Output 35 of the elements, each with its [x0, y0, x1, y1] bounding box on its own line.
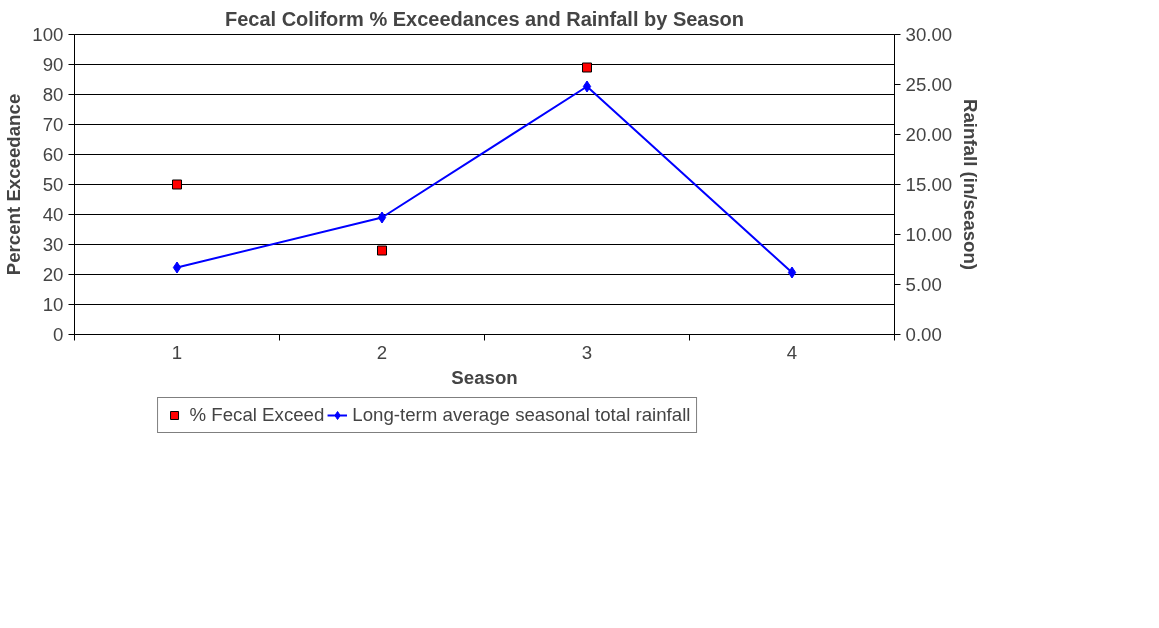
y-tick-label: 40	[42, 204, 64, 225]
y2-axis-title: Rainfall (in/season)	[960, 98, 982, 271]
y2-tick-label: 5.00	[905, 274, 942, 295]
x-tick-label: 3	[581, 341, 593, 363]
y2-tick-label: 30.00	[905, 24, 953, 45]
y2-tick-label: 0.00	[905, 324, 942, 345]
legend-label: Long-term average seasonal total rainfall	[352, 404, 691, 426]
y-tick-label: 10	[42, 294, 64, 315]
y-tick-label: 90	[42, 54, 64, 75]
x-tick-label: 2	[376, 341, 388, 363]
point	[787, 266, 797, 279]
x-tick-label: 1	[171, 341, 183, 363]
point	[172, 261, 182, 274]
y-tick-label: 60	[42, 144, 64, 165]
legend-label: % Fecal Exceed	[189, 404, 325, 426]
x-tick-label: 4	[786, 341, 798, 363]
point	[582, 62, 592, 73]
y-tick-label: 50	[42, 174, 64, 195]
y2-tick-label: 20.00	[905, 124, 953, 145]
y-tick-label: 80	[42, 84, 64, 105]
y2-tick-label: 25.00	[905, 74, 953, 95]
y2-tick-label: 15.00	[905, 174, 953, 195]
y-tick-label: 0	[53, 324, 64, 345]
y-tick-label: 70	[42, 114, 64, 135]
y-tick-label: 20	[42, 264, 64, 285]
point	[582, 80, 592, 93]
point	[377, 211, 387, 224]
chart-title: Fecal Coliform % Exceedances and Rainfall by Season	[224, 7, 745, 30]
point	[172, 179, 182, 190]
point	[377, 245, 387, 256]
y2-tick-label: 10.00	[905, 224, 953, 245]
x-axis-title: Season	[451, 366, 518, 388]
y-tick-label: 30	[42, 234, 64, 255]
y-axis-title: Percent Exceedance	[3, 93, 25, 276]
y-tick-label: 100	[32, 24, 64, 45]
